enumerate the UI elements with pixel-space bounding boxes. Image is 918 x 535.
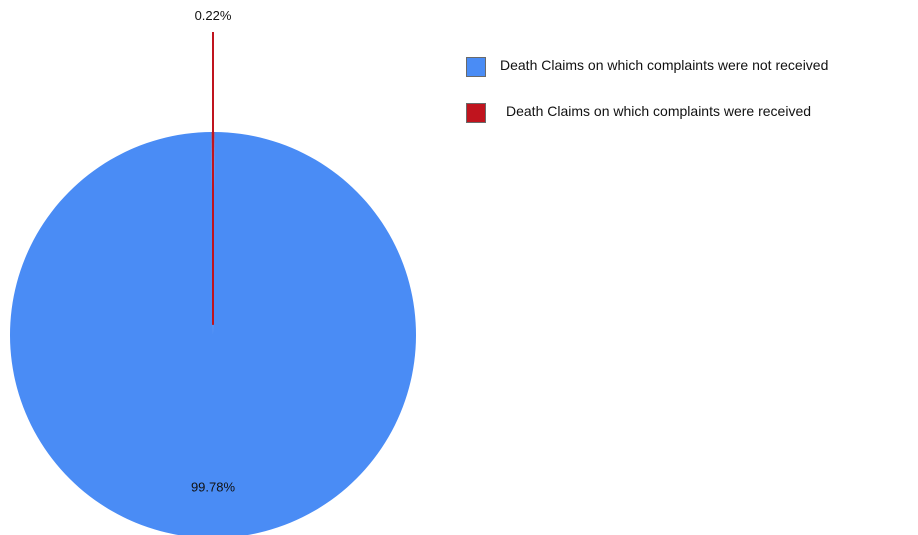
- legend-label-received: Death Claims on which complaints were re…: [506, 103, 812, 119]
- legend-label-not-received: Death Claims on which complaints were no…: [500, 57, 829, 73]
- legend-swatch-not-received: [466, 57, 486, 77]
- legend-swatch-received: [466, 103, 486, 123]
- pie-label-not-received: 99.78%: [191, 479, 236, 494]
- pie-label-received: 0.22%: [195, 8, 232, 23]
- pie-slice-not-received: [10, 132, 416, 535]
